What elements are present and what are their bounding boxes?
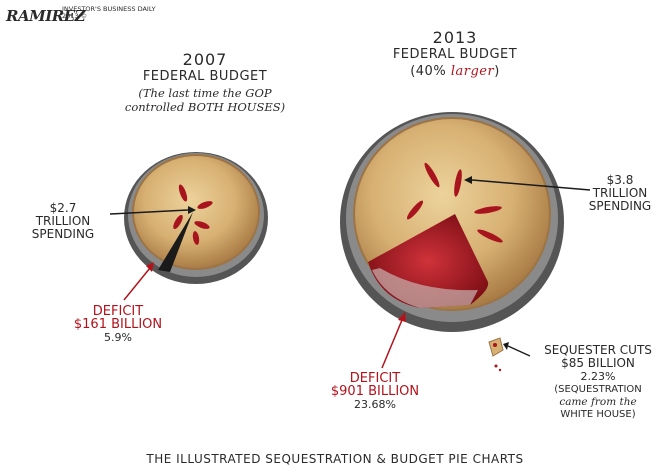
pie-2013-spending-arrowhead — [464, 176, 472, 184]
pie-2013-spending-amount: $3.8 — [606, 173, 634, 187]
pie-2007-year: 2007 — [182, 50, 228, 69]
pie-2007-deficit-pct: 5.9% — [104, 331, 132, 344]
pie-2007-spending-amount: $2.7 — [49, 201, 77, 215]
pie-2007-note-line2: controlled BOTH HOUSES) — [124, 100, 286, 114]
pie-2013-deficit-title: DEFICIT — [349, 371, 401, 386]
pie-2013-spending-word: SPENDING — [588, 199, 652, 213]
sequester-title: SEQUESTER CUTS — [544, 343, 652, 357]
pie-2007-title: FEDERAL BUDGET — [142, 69, 268, 84]
pie-2007-deficit-title: DEFICIT — [92, 304, 144, 319]
sequester-crumb — [488, 337, 531, 372]
pie-2013-header: 2013 FEDERAL BUDGET (40% larger) — [350, 28, 560, 79]
pie-2007-deficit-label: DEFICIT $161 BILLION 5.9% — [48, 305, 188, 344]
sequester-amount: $85 BILLION — [561, 356, 635, 370]
pie-2007-spending-word: SPENDING — [31, 227, 95, 241]
pie-2007-spending-arrow — [109, 209, 189, 215]
pie-2007-vents — [173, 184, 213, 245]
pie-2007 — [109, 152, 268, 301]
pie-2013-note-prefix: (40% — [410, 64, 451, 79]
sequester-pct: 2.23% — [580, 370, 616, 383]
sequester-note-line3: WHITE HOUSE) — [560, 409, 636, 420]
pie-2013-spending-arrow — [471, 179, 591, 191]
artist-name: RAMIREZ — [6, 7, 86, 25]
pie-2013-deficit-pct: 23.68% — [354, 398, 396, 411]
pie-2013-note-highlight: larger — [450, 64, 495, 79]
pie-2013-deficit-amount: $901 BILLION — [330, 384, 420, 399]
pie-2007-crust — [132, 154, 260, 270]
pie-2013-deficit-arrowhead — [398, 312, 406, 322]
pie-2013-vents — [406, 162, 503, 243]
pie-2007-spending-unit: TRILLION — [35, 214, 91, 228]
pie-2013-spending-label: $3.8 TRILLION SPENDING — [580, 174, 660, 213]
pie-2007-header: 2007 FEDERAL BUDGET (The last time the G… — [100, 50, 310, 114]
pie-2013-deficit-arrow — [381, 319, 403, 369]
pie-2007-spending-label: $2.7 TRILLION SPENDING — [18, 202, 108, 241]
pie-2013-year: 2013 — [432, 28, 478, 47]
publisher-name: INVESTOR'S BUSINESS DAILY — [62, 5, 156, 13]
pie-2013-note-suffix: ) — [494, 64, 500, 79]
pie-2007-deficit-arrowhead — [146, 262, 154, 272]
artist-signature: RAMIREZ — [6, 6, 86, 25]
publisher-credit: INVESTOR'S BUSINESS DAILY 2013 © — [62, 6, 156, 20]
pie-2013-deficit-label: DEFICIT $901 BILLION 23.68% — [300, 372, 450, 411]
sequester-label: SEQUESTER CUTS $85 BILLION 2.23% (SEQUES… — [528, 344, 668, 421]
pie-2013-spending-unit: TRILLION — [592, 186, 648, 200]
pie-2013 — [340, 112, 591, 369]
pie-2013-tin-exposed — [372, 268, 478, 308]
pie-2007-deficit-arrow — [123, 267, 151, 301]
pie-2013-note: (40% larger) — [350, 64, 560, 79]
pie-2013-title: FEDERAL BUDGET — [392, 47, 518, 62]
pie-2007-deficit-slice — [158, 212, 193, 272]
pie-2007-note-line1: (The last time the GOP — [138, 86, 272, 100]
sequester-note-line2: came from the — [559, 396, 637, 408]
publisher-year: 2013 © — [62, 12, 88, 20]
cartoon-caption: The ILLUSTRATED SEQUESTRATION & BUDGET P… — [146, 452, 524, 466]
sequester-note-line1: (SEQUESTRATION — [554, 384, 642, 395]
pie-2007-deficit-amount: $161 BILLION — [73, 317, 163, 332]
pie-2007-spending-arrowhead — [188, 206, 196, 214]
